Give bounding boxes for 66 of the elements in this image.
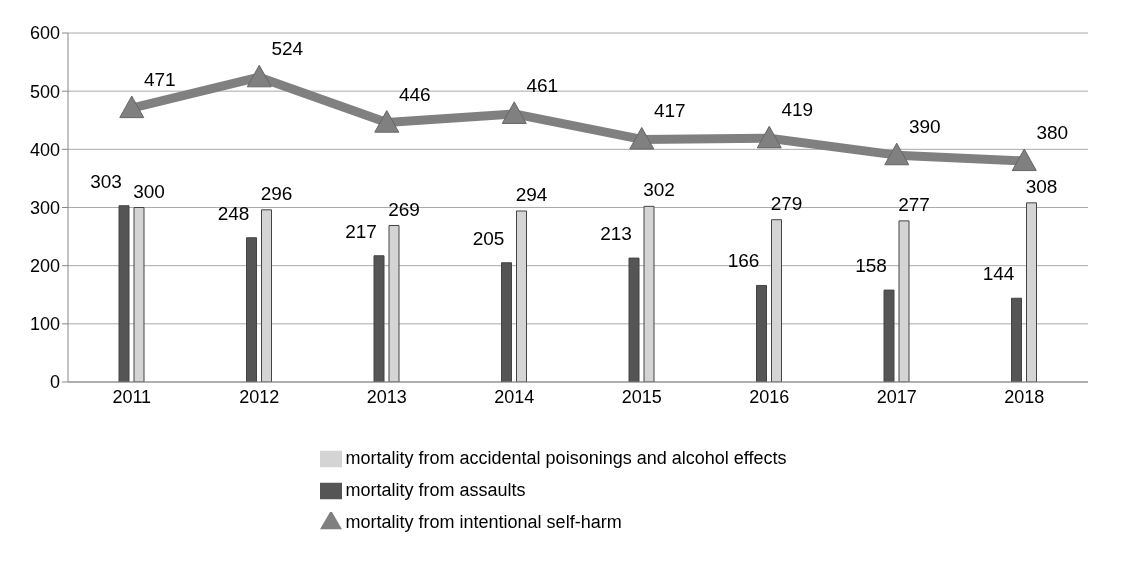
y-tick-label: 500 — [29, 81, 60, 102]
data-label: 303 — [90, 170, 122, 192]
data-label: 419 — [781, 99, 814, 121]
data-label: 217 — [345, 220, 377, 242]
bar — [118, 205, 130, 382]
y-tick-label: 100 — [29, 314, 60, 335]
y-tick-label: 200 — [29, 256, 60, 277]
data-label: 166 — [727, 250, 760, 272]
data-label: 461 — [526, 74, 559, 96]
data-label: 380 — [1036, 121, 1069, 143]
data-label: 446 — [398, 83, 431, 105]
data-label: 308 — [1025, 175, 1058, 197]
point — [501, 101, 527, 124]
data-label: 158 — [855, 255, 887, 277]
point — [119, 95, 145, 119]
data-label: 269 — [388, 198, 420, 220]
bar — [883, 289, 895, 382]
data-label: 296 — [260, 182, 293, 204]
x-tick-label: 2018 — [1004, 386, 1045, 407]
y-tick-label: 600 — [29, 23, 60, 44]
bar — [898, 220, 910, 382]
data-label: 302 — [643, 179, 675, 201]
point — [246, 64, 272, 88]
data-label: 213 — [600, 223, 632, 245]
bar — [261, 209, 272, 382]
bar — [373, 255, 385, 382]
legend-label: mortality from accidental poisonings and alcohol effects — [345, 448, 787, 468]
x-tick-label: 2017 — [876, 386, 917, 407]
data-label: 471 — [143, 69, 176, 91]
x-tick-label: 2012 — [239, 386, 280, 407]
x-tick-label: 2013 — [366, 386, 407, 407]
y-tick-label: 0 — [49, 372, 60, 393]
legend-label: mortality from assaults — [345, 480, 526, 500]
data-label: 524 — [271, 38, 304, 60]
data-label: 300 — [133, 180, 165, 202]
x-tick-label: 2016 — [749, 386, 790, 407]
bar — [1026, 202, 1037, 382]
y-tick-label: 300 — [29, 197, 60, 218]
legend-label: mortality from intentional self-harm — [345, 512, 622, 532]
bar — [516, 210, 527, 382]
data-label: 248 — [217, 202, 250, 224]
x-tick-label: 2015 — [621, 386, 662, 407]
x-tick-label: 2011 — [112, 386, 152, 407]
data-label: 417 — [653, 100, 686, 122]
bar — [771, 219, 782, 382]
data-label: 205 — [472, 227, 505, 249]
data-label: 144 — [982, 263, 1015, 285]
point — [756, 125, 782, 149]
bar — [628, 257, 640, 382]
x-tick-label: 2014 — [494, 386, 535, 407]
point — [1011, 148, 1037, 172]
bar — [756, 284, 767, 382]
bar — [1011, 297, 1022, 382]
bar — [133, 207, 145, 382]
bar — [246, 237, 257, 382]
data-label: 390 — [908, 116, 941, 138]
bar — [643, 205, 655, 382]
point — [374, 110, 400, 133]
bar — [501, 262, 512, 382]
point — [629, 126, 655, 150]
data-label: 294 — [515, 183, 548, 205]
bar — [388, 225, 400, 382]
y-tick-label: 400 — [29, 139, 60, 160]
data-label: 279 — [770, 192, 803, 214]
point — [884, 142, 910, 166]
data-label: 277 — [898, 193, 930, 215]
